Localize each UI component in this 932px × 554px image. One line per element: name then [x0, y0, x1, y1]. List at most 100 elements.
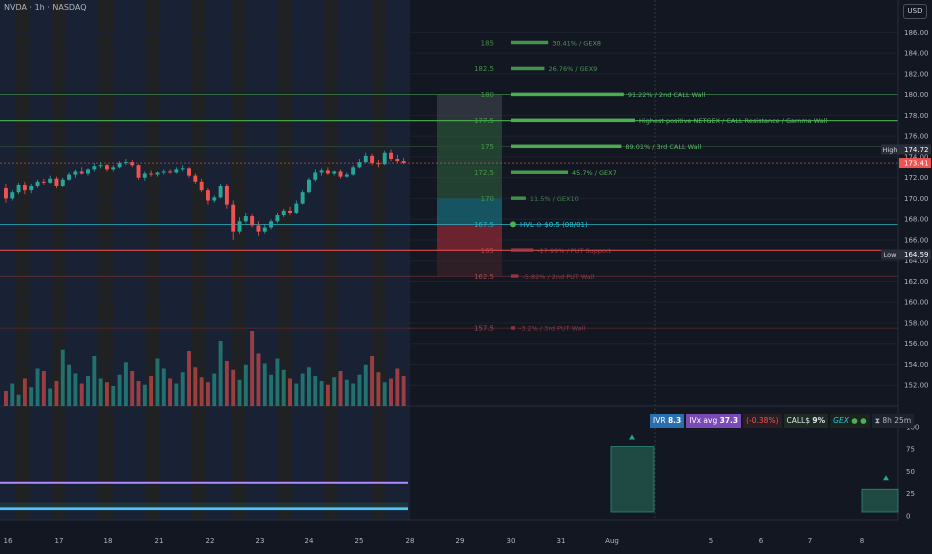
lower-tick-label: 75 [906, 446, 915, 454]
volume-bar [155, 358, 160, 406]
gex-bar [511, 248, 534, 252]
gex-strike-label: 180 [481, 91, 494, 99]
volume-bar [288, 378, 292, 406]
time-tick-label: 29 [456, 537, 465, 545]
volume-bar [136, 381, 141, 406]
candle [218, 185, 223, 198]
candle [60, 179, 65, 186]
time-tick-label: 16 [4, 537, 13, 545]
volume-bar [123, 362, 128, 406]
candle [16, 184, 21, 193]
volume-bar [10, 383, 15, 406]
time-tick-label: 25 [355, 537, 364, 545]
candle [231, 204, 236, 232]
candle [105, 165, 109, 170]
gex-strike-label: 172.5 [474, 169, 494, 177]
zone-hvl-above [437, 198, 502, 225]
candle [332, 171, 337, 174]
candle [338, 171, 343, 177]
candle [351, 167, 356, 175]
candle [168, 171, 173, 173]
volume-bar [193, 367, 198, 406]
volume-bar [313, 376, 318, 406]
volume-bar [307, 367, 311, 406]
ivx-value: 37.3 [719, 416, 739, 425]
gex-label: GEX [833, 416, 849, 425]
zone-put-wall [437, 250, 502, 277]
candle [357, 162, 362, 168]
candle [206, 190, 210, 201]
price-tag-value: 173.41 [904, 160, 929, 168]
volume-bar [206, 382, 210, 406]
candle [382, 152, 387, 165]
ivr-value: 8.3 [667, 416, 682, 425]
ivr-band [0, 502, 408, 508]
time-tick-label: 24 [305, 537, 314, 545]
price-tick-label: 174.00 [904, 153, 929, 161]
volume-bar [174, 383, 179, 406]
gex-strike-label: 177.5 [474, 117, 494, 125]
ivx-label: IVx avg [689, 416, 718, 425]
candle [117, 163, 122, 168]
price-tick-label: 158.00 [904, 319, 929, 327]
session-shade [386, 0, 410, 520]
gex-strike-label: 182.5 [474, 65, 494, 73]
change-badge: (-0.38%) [743, 414, 782, 428]
session-shade [98, 0, 114, 520]
volume-bar [187, 351, 191, 406]
price-tick-label: 156.00 [904, 340, 929, 348]
candle [35, 181, 40, 186]
ivr-label: IVR [653, 416, 666, 425]
volume-bar [73, 373, 78, 406]
price-tag-value: 164.59 [904, 251, 929, 259]
candle [193, 175, 198, 182]
gex-bar [511, 40, 549, 45]
volume-bar [41, 371, 46, 406]
volume-bar [389, 378, 393, 406]
volume-bar [319, 381, 324, 406]
price-tick-label: 186.00 [904, 29, 929, 37]
volume-bar [218, 341, 223, 406]
session-shade [324, 0, 338, 520]
calls-value: 9% [812, 416, 826, 425]
volume-bar [357, 374, 362, 406]
price-tick-label: 162.00 [904, 278, 929, 286]
candle [275, 215, 280, 222]
candle [98, 165, 103, 167]
price-tag-value: 174.72 [904, 146, 929, 154]
volume-bar [168, 378, 173, 406]
volume-bar [180, 372, 185, 406]
candle [111, 167, 116, 170]
ivx-line [0, 481, 408, 484]
candle [180, 168, 185, 170]
time-tick-label: 5 [709, 537, 713, 545]
gex-level-text: -3.2% / 3rd PUT Wall [519, 325, 586, 333]
price-tag-label-bg [881, 144, 899, 155]
volume-bar [269, 374, 274, 406]
lower-bar [610, 446, 655, 513]
gex-level-text: 89.01% / 3rd CALL Wall [625, 143, 701, 151]
currency-button[interactable]: USD [903, 4, 927, 19]
candle [149, 173, 154, 175]
volume-bar [401, 376, 406, 406]
candle [41, 181, 46, 183]
candle [376, 163, 381, 165]
volume-bar [86, 376, 90, 406]
volume-bar [92, 356, 97, 406]
price-tick-label: 170.00 [904, 195, 929, 203]
volume-bar [98, 378, 103, 406]
volume-bar [256, 353, 261, 406]
gex-bar [511, 144, 622, 149]
price-tag [899, 144, 931, 155]
stats-bar: IVR 8.3 IVx avg 37.3 (-0.38%) CALL$ 9% G… [650, 414, 916, 428]
volume-bar [4, 391, 8, 406]
time-tick-label: 21 [155, 537, 164, 545]
volume-bar [344, 379, 349, 406]
gex-status-icon: ● [851, 416, 858, 425]
time-tick-label: 31 [557, 537, 566, 545]
zone-call-resistance [437, 120, 502, 199]
gex-strike-label: 162.5 [474, 273, 494, 281]
lower-bar [861, 488, 899, 513]
